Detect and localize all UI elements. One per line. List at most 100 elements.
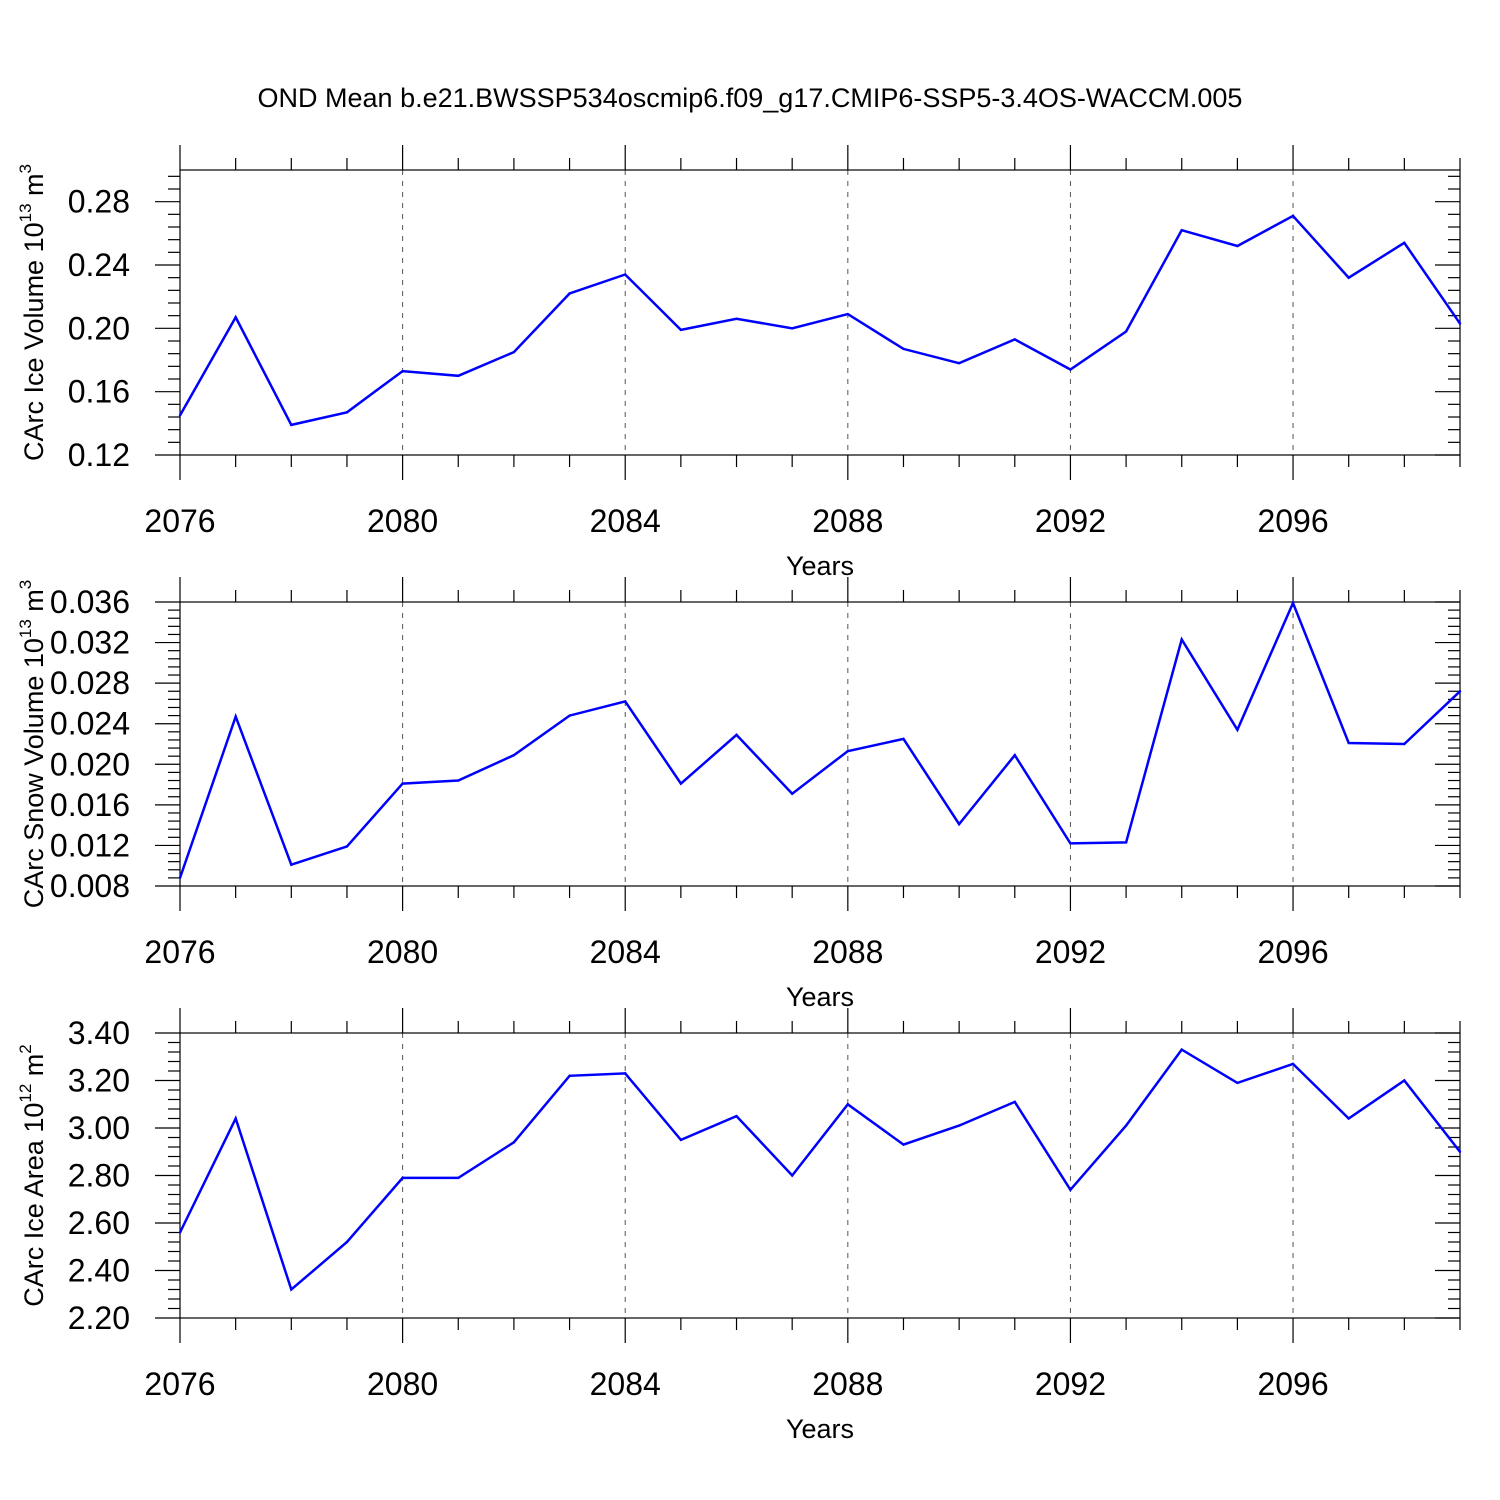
data-point <box>1069 1188 1072 1191</box>
data-point <box>345 845 349 848</box>
data-point <box>178 1231 182 1234</box>
data-point <box>290 863 293 866</box>
data-point <box>1403 742 1406 746</box>
data-point <box>902 1143 905 1146</box>
y-label-unit-exponent: 3 <box>16 164 35 173</box>
series-line-ice-volume <box>178 214 1462 427</box>
data-point <box>1180 638 1183 641</box>
panel-snow-volume: 2076 2080 2084 2088 2092 2096 Years 0.008 0.012 0… <box>16 577 1462 1012</box>
data-point <box>1347 276 1350 279</box>
y-tick-label: 0.012 <box>50 827 130 863</box>
y-tick-label: 0.032 <box>50 625 130 661</box>
data-point <box>1069 842 1072 845</box>
x-tick-label: 2080 <box>367 503 438 539</box>
data-point <box>790 792 794 795</box>
x-tick-label: 2076 <box>144 934 215 970</box>
y-tick-label: 0.020 <box>50 746 130 782</box>
x-tick-label: 2096 <box>1257 503 1328 539</box>
data-point <box>1013 1100 1016 1104</box>
data-point <box>1458 1150 1462 1153</box>
y-tick-label: 3.40 <box>68 1015 130 1051</box>
data-point <box>1124 330 1128 333</box>
data-point <box>1291 214 1295 218</box>
y-axis-label: CArc Snow Volume 1013 m3 <box>16 580 49 909</box>
y-label-exponent: 13 <box>16 203 35 222</box>
series-line-snow-volume <box>178 599 1461 879</box>
x-tick-label: 2088 <box>812 503 883 539</box>
data-point <box>1236 728 1239 731</box>
x-tick-label: 2092 <box>1035 934 1106 970</box>
data-point <box>1291 601 1295 605</box>
data-point <box>1458 322 1462 325</box>
data-point <box>790 1174 794 1177</box>
y-tick-label: 0.036 <box>50 584 130 620</box>
y-label-unit-exponent: 2 <box>16 1044 35 1053</box>
data-point <box>234 1117 237 1120</box>
data-point <box>234 316 237 319</box>
x-tick-label: 2088 <box>812 934 883 970</box>
data-point <box>178 414 182 417</box>
data-point <box>401 782 404 785</box>
data-point <box>1403 1079 1406 1082</box>
data-point <box>846 312 850 316</box>
y-label-main: CArc Snow Volume 10 <box>19 638 49 908</box>
panel-ice-volume: 2076 2080 2084 2088 2092 2096 Years 0.12 0.16 0.2… <box>16 145 1462 581</box>
y-tick-label: 3.20 <box>68 1063 130 1099</box>
data-point <box>401 369 404 373</box>
data-point <box>178 876 182 880</box>
plot-frame <box>179 601 1461 887</box>
y-axis-label: CArc Ice Area 1012 m2 <box>16 1044 49 1307</box>
figure-title: OND Mean b.e21.BWSSP534oscmip6.f09_g17.C… <box>258 83 1243 113</box>
y-tick-label: 0.028 <box>50 665 130 701</box>
plots: 2076 2080 2084 2088 2092 2096 Years 0.12 0.16 0.2… <box>16 145 1462 1444</box>
y-tick-label: 0.24 <box>68 247 130 283</box>
data-point <box>457 779 460 782</box>
data-point <box>1180 228 1183 232</box>
y-label-main: CArc Ice Area 10 <box>19 1103 49 1307</box>
x-axis-label: Years <box>786 1414 854 1444</box>
data-point <box>1124 1124 1128 1127</box>
data-point <box>568 1074 571 1077</box>
data-point <box>957 361 961 365</box>
data-point <box>1069 368 1072 371</box>
x-axis-label: Years <box>786 551 854 581</box>
data-point <box>735 733 738 737</box>
data-point <box>957 822 961 826</box>
x-tick-label: 2096 <box>1257 1366 1328 1402</box>
panel-ice-area: 2076 2080 2084 2088 2092 2096 Years 2.20 2.40 2.6… <box>16 1008 1462 1444</box>
data-point <box>1124 841 1128 844</box>
x-tick-label: 2084 <box>590 503 661 539</box>
y-label-unit: m <box>19 173 49 203</box>
y-label-unit: m <box>19 589 49 619</box>
data-point <box>902 347 905 351</box>
x-tick-label: 2080 <box>367 934 438 970</box>
data-point <box>1013 753 1016 757</box>
data-point <box>679 782 683 785</box>
plot-frame <box>179 1032 1461 1319</box>
y-tick-label: 2.60 <box>68 1205 130 1241</box>
data-point <box>735 317 738 321</box>
y-tick-label: 0.008 <box>50 868 130 904</box>
data-point <box>624 700 627 703</box>
data-point <box>234 715 237 718</box>
data-point <box>1458 690 1462 693</box>
data-point <box>790 327 794 330</box>
data-point <box>290 1288 293 1291</box>
y-tick-label: 0.024 <box>50 706 130 742</box>
data-point <box>624 1072 627 1075</box>
data-point <box>735 1114 738 1118</box>
y-tick-label: 0.20 <box>68 310 130 346</box>
data-point <box>345 1240 349 1244</box>
data-point <box>679 328 683 332</box>
x-axis-label: Years <box>786 982 854 1012</box>
y-tick-label: 2.80 <box>68 1158 130 1194</box>
x-tick-label: 2092 <box>1035 503 1106 539</box>
data-point <box>902 737 905 741</box>
data-point <box>957 1124 961 1127</box>
plot-frame <box>179 169 1461 456</box>
series-line-ice-area <box>178 1047 1461 1292</box>
y-tick-label: 2.20 <box>68 1300 130 1336</box>
y-tick-label: 2.40 <box>68 1253 130 1289</box>
y-axis-label: CArc Ice Volume 1013 m3 <box>16 164 49 461</box>
